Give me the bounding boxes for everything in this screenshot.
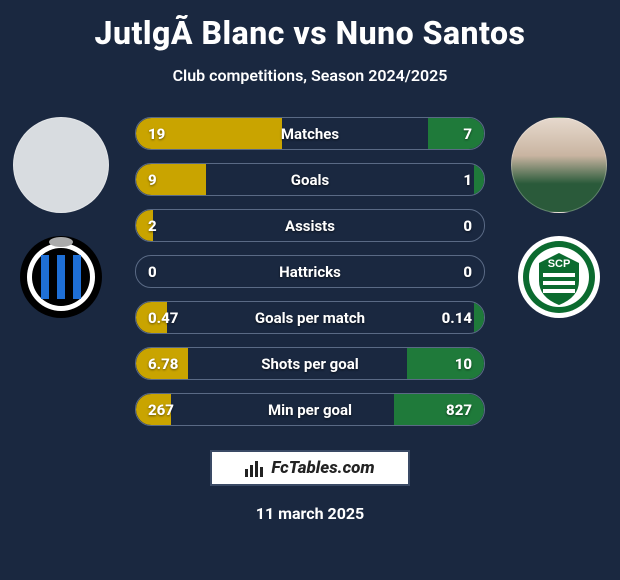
stat-rows: 19 7 Matches 9 1 Goals 2 0 Assists 0 0 Hattricks 0.4…: [135, 117, 485, 426]
stat-row: 9 1 Goals: [135, 163, 485, 196]
stat-row: 19 7 Matches: [135, 117, 485, 150]
right-value: 0: [451, 256, 484, 287]
right-player-column: SCP: [504, 117, 614, 319]
stat-label: Hattricks: [279, 263, 341, 281]
left-player-column: [6, 117, 116, 319]
right-club-badge: SCP: [517, 235, 601, 319]
stat-label: Goals per match: [255, 309, 365, 327]
stat-label: Matches: [281, 125, 339, 143]
right-player-photo: [511, 117, 607, 213]
right-value: 0.14: [430, 302, 484, 333]
right-value: 1: [451, 164, 484, 195]
bar-chart-icon: [245, 459, 265, 477]
svg-text:SCP: SCP: [548, 258, 571, 270]
left-value: 0.47: [136, 302, 190, 333]
stat-row: 6.78 10 Shots per goal: [135, 347, 485, 380]
stat-row: 2 0 Assists: [135, 209, 485, 242]
stat-label: Goals: [291, 171, 329, 189]
left-value: 0: [136, 256, 169, 287]
right-value: 10: [443, 348, 484, 379]
footer-brand-text: FcTables.com: [271, 458, 374, 478]
page-title: JutlgÃ Blanc vs Nuno Santos: [0, 0, 620, 52]
right-value: 827: [434, 394, 484, 425]
stat-label: Shots per goal: [261, 355, 358, 373]
date-label: 11 march 2025: [0, 504, 620, 523]
comparison-stage: SCP 19 7 Matches 9 1 Goals 2 0 Assists 0 0 Hattrick…: [0, 117, 620, 426]
left-value: 2: [136, 210, 169, 241]
right-value: 0: [451, 210, 484, 241]
left-club-badge: [19, 235, 103, 319]
stat-label: Min per goal: [268, 401, 352, 419]
stat-row: 267 827 Min per goal: [135, 393, 485, 426]
left-player-photo: [13, 117, 109, 213]
subtitle: Club competitions, Season 2024/2025: [0, 66, 620, 85]
left-value: 6.78: [136, 348, 190, 379]
club-brugge-icon: [19, 235, 103, 319]
stat-label: Assists: [285, 217, 335, 235]
left-value: 9: [136, 164, 169, 195]
sporting-cp-icon: SCP: [517, 235, 601, 319]
right-value: 7: [451, 118, 484, 149]
stat-row: 0 0 Hattricks: [135, 255, 485, 288]
stat-row: 0.47 0.14 Goals per match: [135, 301, 485, 334]
footer-brand: FcTables.com: [210, 450, 410, 486]
left-value: 19: [136, 118, 177, 149]
left-value: 267: [136, 394, 186, 425]
